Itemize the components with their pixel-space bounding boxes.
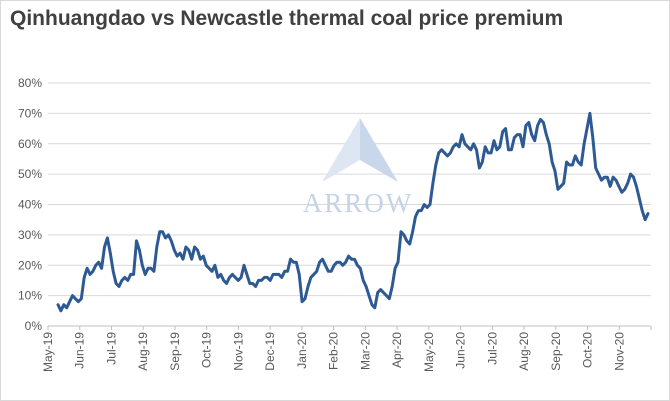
x-tick-label: Aug-19 (136, 332, 150, 371)
gridlines (48, 82, 651, 297)
y-tick-label: 50% (18, 167, 42, 181)
x-tick-label: Jul-19 (104, 332, 118, 365)
x-axis: May-19 Jun-19 Jul-19 Aug-19 Sep-19 Oct-19 Nov-… (41, 325, 652, 372)
y-tick-label: 80% (18, 76, 42, 90)
y-tick-label: 30% (18, 228, 42, 242)
y-tick-label: 60% (18, 137, 42, 151)
x-tick-label: Jun-20 (454, 332, 468, 369)
watermark-sail-icon (322, 118, 360, 182)
x-tick-label: Dec-19 (263, 332, 277, 371)
x-tick-label: Jun-19 (73, 332, 87, 369)
x-tick-label: Nov-20 (612, 332, 626, 371)
y-tick-label: 20% (18, 258, 42, 272)
x-tick-label: Oct-20 (581, 332, 595, 368)
x-tick-label: Nov-19 (231, 332, 245, 371)
arrow-watermark: ARROW (303, 118, 414, 218)
x-tick-label: Sep-20 (549, 332, 563, 371)
y-tick-label: 0% (25, 319, 43, 333)
y-tick-label: 10% (18, 289, 42, 303)
y-tick-label: 70% (18, 106, 42, 120)
x-tick-label: Oct-19 (200, 332, 214, 368)
x-tick-label: Sep-19 (168, 332, 182, 371)
x-tick-label: Jan-20 (295, 332, 309, 369)
x-tick-label: Mar-20 (358, 332, 372, 370)
x-tick-label: Aug-20 (517, 332, 531, 371)
y-axis-ticks: 0% 10% 20% 30% 40% 50% 60% 70% 80% (18, 76, 42, 333)
x-tick-label: May-20 (422, 332, 436, 372)
watermark-text: ARROW (303, 188, 414, 218)
x-tick-label: Jul-20 (485, 332, 499, 365)
y-tick-label: 40% (18, 198, 42, 212)
x-tick-label: Apr-20 (390, 332, 404, 368)
chart-title: Qinhuangdao vs Newcastle thermal coal pr… (10, 7, 564, 30)
series-line (56, 111, 650, 313)
series-group (56, 111, 650, 313)
watermark-sail-icon-right (360, 118, 398, 182)
x-tick-label: Feb-20 (327, 332, 341, 370)
x-tick-label: May-19 (41, 332, 55, 372)
